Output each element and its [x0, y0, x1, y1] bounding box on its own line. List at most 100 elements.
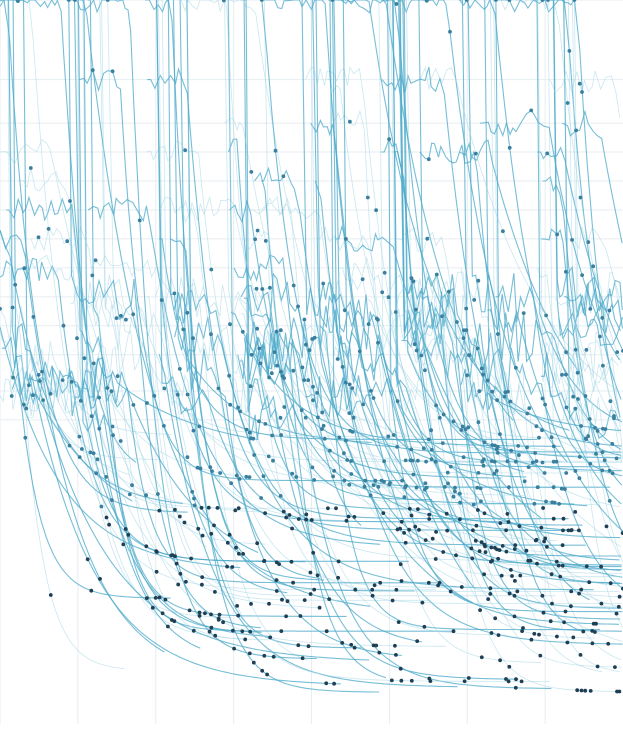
data-point-62-73	[480, 459, 485, 464]
data-point-8-4	[348, 119, 352, 124]
data-point-184-17	[311, 384, 315, 389]
series-line-182	[559, 353, 623, 459]
data-point-153-18	[227, 532, 232, 537]
data-point-109-10	[115, 374, 120, 379]
data-point-80-7	[31, 315, 36, 319]
data-point-147-22	[156, 492, 160, 496]
data-point-37-92	[394, 587, 399, 592]
data-point-58-40	[499, 573, 504, 578]
data-point-73-31	[610, 442, 615, 446]
data-point-185-17	[608, 399, 613, 404]
data-point-89-17	[607, 499, 612, 503]
data-point-118-34	[398, 666, 403, 671]
data-point-143-32	[540, 428, 544, 433]
data-point-199-38	[532, 631, 537, 636]
data-point-133-23	[403, 458, 408, 463]
data-point-199-35	[520, 629, 524, 633]
series-line-128	[179, 195, 435, 450]
data-point-195-18	[235, 604, 240, 608]
data-point-130-0	[546, 0, 550, 2]
data-point-136-16	[440, 314, 444, 319]
data-point-150-3	[273, 148, 278, 153]
data-point-16-16	[61, 323, 66, 328]
data-point-186-30	[497, 548, 502, 552]
data-point-181-22	[507, 664, 512, 669]
series-line-191	[244, 229, 622, 604]
data-point-74-59	[565, 640, 570, 645]
data-point-83-11	[268, 285, 272, 290]
data-point-164-22	[177, 367, 182, 371]
data-point-36-16	[448, 589, 453, 594]
data-point-141-35	[315, 573, 320, 578]
data-point-39-64	[488, 592, 493, 596]
series-line-111	[537, 267, 623, 471]
data-point-172-6	[185, 310, 190, 315]
data-point-178-4	[9, 394, 14, 398]
data-point-34-9	[527, 406, 532, 411]
data-point-45-75	[488, 586, 493, 591]
data-point-28-28	[111, 433, 115, 438]
data-point-150-7	[291, 283, 296, 288]
data-point-49-22	[257, 419, 261, 424]
series-line-153	[158, 0, 309, 661]
data-point-41-45	[416, 507, 420, 511]
data-point-6-11	[607, 308, 612, 313]
data-point-81-10	[503, 390, 508, 395]
data-point-66-5	[257, 346, 262, 351]
data-point-62-59	[424, 459, 428, 464]
data-point-61-36	[144, 544, 149, 549]
data-point-93-14	[279, 369, 283, 374]
series-line-110	[252, 336, 611, 488]
data-point-39-10	[263, 239, 268, 243]
data-point-92-22	[91, 451, 96, 456]
data-point-106-1	[22, 266, 27, 271]
data-point-110-63	[507, 485, 511, 490]
data-point-39-23	[321, 423, 326, 428]
data-point-109-51	[280, 597, 284, 602]
data-point-12-50	[271, 654, 276, 659]
data-point-14-36	[460, 424, 465, 429]
data-point-186-26	[482, 542, 487, 547]
series-line-91	[459, 139, 581, 374]
series-line-121	[310, 118, 620, 625]
data-point-149-21	[328, 448, 332, 453]
series-line-118	[254, 171, 519, 680]
series-line-41	[227, 138, 432, 510]
data-point-181-38	[579, 688, 584, 693]
data-point-191-38	[390, 598, 395, 603]
data-point-166-23	[244, 427, 249, 432]
data-point-170-39	[539, 525, 544, 530]
data-point-68-24	[492, 471, 497, 476]
data-point-157-22	[577, 476, 582, 481]
data-point-121-60	[562, 620, 566, 625]
data-point-51-28	[190, 489, 195, 494]
data-point-94-97	[540, 593, 545, 598]
data-point-182-1	[560, 372, 564, 377]
data-point-141-48	[372, 583, 377, 588]
data-point-100-79	[471, 528, 475, 533]
data-point-8-9	[365, 195, 370, 200]
series-line-100	[156, 0, 579, 531]
series-line-107	[340, 0, 476, 590]
data-point-120-22	[234, 545, 238, 550]
data-point-140-84	[513, 543, 518, 547]
data-point-172-3	[172, 291, 177, 296]
data-point-37-18	[99, 504, 104, 509]
data-point-121-19	[388, 481, 392, 485]
data-point-177-28	[423, 538, 428, 542]
data-point-119-3	[36, 373, 41, 377]
data-point-105-49	[614, 611, 619, 616]
data-point-92-21	[88, 450, 93, 455]
data-point-54-20	[382, 270, 387, 275]
data-point-192-6	[281, 174, 286, 179]
series-line-190	[77, 0, 262, 633]
data-point-2-12	[272, 350, 277, 354]
data-point-166-28	[270, 433, 274, 438]
data-point-151-31	[306, 644, 311, 649]
data-point-103-8	[282, 376, 286, 380]
data-point-134-68	[394, 653, 398, 657]
series-line-43	[31, 368, 320, 609]
data-point-134-38	[285, 599, 290, 604]
data-point-96-15	[67, 443, 72, 448]
data-point-30-0	[105, 0, 110, 2]
